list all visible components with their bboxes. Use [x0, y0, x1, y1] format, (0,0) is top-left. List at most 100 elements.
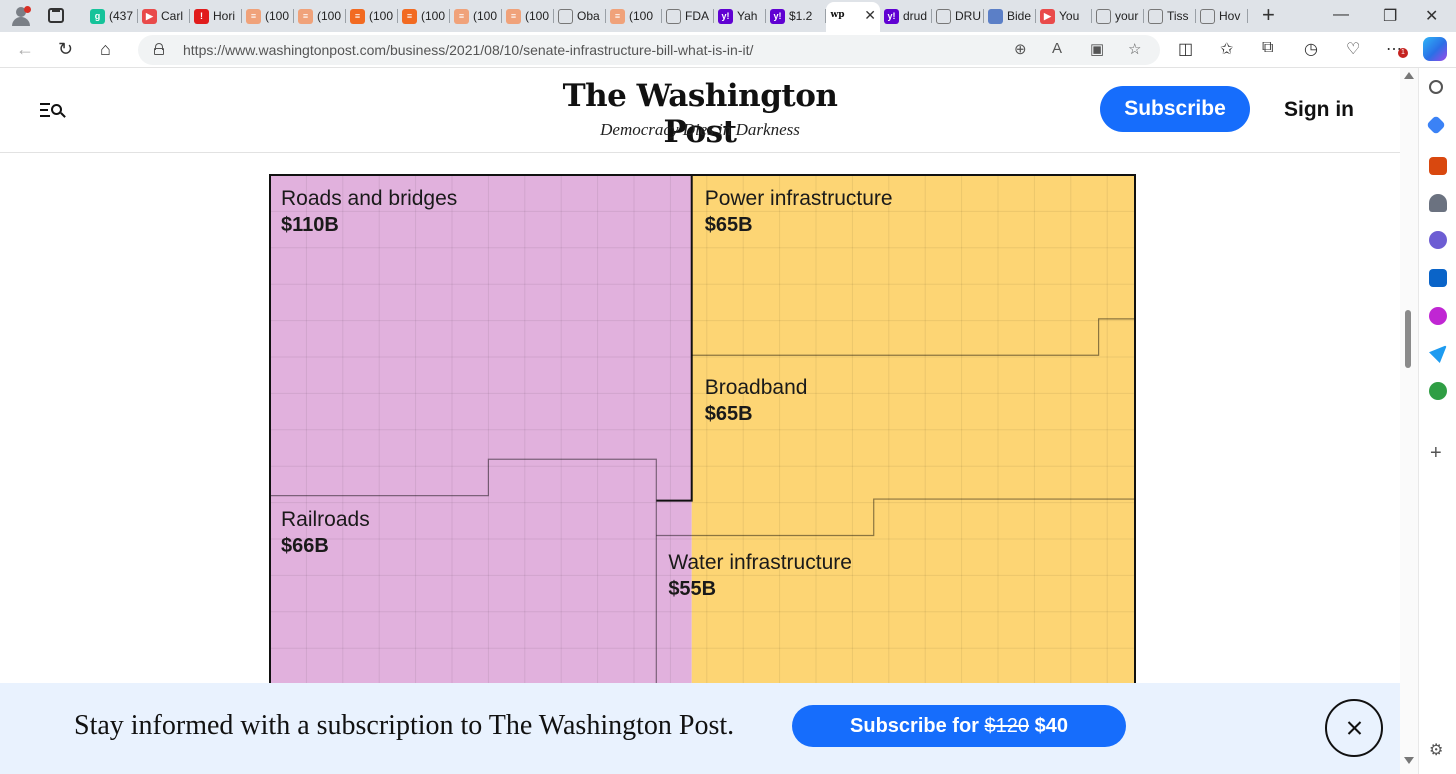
tab-separator: [345, 9, 346, 23]
tab-separator: [1247, 9, 1248, 23]
tab-separator: [397, 9, 398, 23]
refresh-icon[interactable]: ↻: [58, 39, 74, 59]
treemap-chart: [269, 174, 1136, 689]
favorite-star-icon[interactable]: ☆: [1128, 41, 1142, 58]
sidebar-games-icon[interactable]: [1429, 194, 1447, 212]
scroll-up-arrow[interactable]: [1404, 72, 1414, 79]
browser-tab[interactable]: DRU: [932, 3, 984, 29]
new-tab-button[interactable]: +: [1262, 2, 1275, 27]
browser-tab[interactable]: your: [1092, 3, 1144, 29]
browser-tab[interactable]: g (437: [86, 3, 138, 29]
restore-icon[interactable]: ❐: [1383, 8, 1398, 25]
tab-label: Yah: [737, 9, 758, 23]
browser-tab[interactable]: Oba: [554, 3, 606, 29]
browser-tab[interactable]: FDA: [662, 3, 714, 29]
group-background: [691, 175, 1135, 688]
browser-tab[interactable]: ▶ Carl: [138, 3, 190, 29]
scroll-down-arrow[interactable]: [1404, 757, 1414, 764]
browser-tab[interactable]: ≡ (100: [346, 3, 398, 29]
new-price: $40: [1029, 715, 1068, 737]
tab-separator: [241, 9, 242, 23]
tab-label: (100: [421, 9, 446, 23]
browser-tab[interactable]: ≡ (100: [606, 3, 662, 29]
tab-label: (100: [265, 9, 290, 23]
subscribe-button[interactable]: Subscribe: [1100, 86, 1250, 132]
tab-label: FDA: [685, 9, 709, 23]
search-icon: [558, 9, 573, 24]
tab-separator: [1091, 9, 1092, 23]
address-bar[interactable]: https://www.washingtonpost.com/business/…: [138, 35, 1160, 65]
collections-icon[interactable]: ⧉: [1262, 39, 1274, 56]
read-aloud-icon[interactable]: A: [1052, 40, 1063, 57]
back-icon[interactable]: ←: [16, 39, 34, 59]
browser-tab[interactable]: ▶ You: [1036, 3, 1092, 29]
sidebar-copilot-icon[interactable]: [1429, 231, 1447, 249]
browser-tab[interactable]: Bide: [984, 3, 1036, 29]
youtube-icon: ▶: [1040, 9, 1055, 24]
treemap-cell-value: $65B: [704, 214, 753, 236]
browser-tab[interactable]: ≡ (100: [398, 3, 450, 29]
page-scrollbar[interactable]: [1400, 68, 1418, 774]
browser-tab[interactable]: y! drud: [880, 3, 932, 29]
browser-tab[interactable]: ≡ (100: [294, 3, 346, 29]
tab-label: Carl: [161, 9, 184, 23]
sidebar-settings-icon[interactable]: ⚙: [1429, 742, 1444, 759]
browser-essentials-icon[interactable]: ♡: [1346, 41, 1361, 58]
sidebar-tag-icon[interactable]: [1426, 115, 1446, 135]
browser-tab[interactable]: ≡ (100: [502, 3, 554, 29]
tab-label: Oba: [577, 9, 600, 23]
sidebar-toolbox-icon[interactable]: [1429, 157, 1447, 175]
treemap-cell-name: Water infrastructure: [668, 551, 852, 575]
sidebar-add-icon[interactable]: +: [1430, 442, 1442, 464]
tab-separator: [605, 9, 606, 23]
sign-in-link[interactable]: Sign in: [1284, 98, 1354, 121]
browser-tab[interactable]: ≡ (100: [450, 3, 502, 29]
history-icon[interactable]: ◷: [1304, 41, 1318, 58]
substack-icon: ≡: [350, 9, 365, 24]
profile-icon[interactable]: [10, 6, 32, 26]
banner-subscribe-button[interactable]: Subscribe for $120 $40: [792, 705, 1126, 747]
page-viewport: The Washington Post Democracy Dies in Da…: [0, 68, 1400, 774]
sidebar-send-icon[interactable]: [1429, 345, 1447, 363]
tab-separator: [137, 9, 138, 23]
favorites-icon[interactable]: ✩: [1220, 41, 1234, 58]
browser-tab[interactable]: y! $1.2: [766, 3, 826, 29]
sidebar-search-icon[interactable]: [1429, 80, 1443, 94]
menu-search-icon[interactable]: [40, 100, 66, 120]
browser-tab[interactable]: y! Yah: [714, 3, 766, 29]
sidebar-tree-icon[interactable]: [1429, 382, 1447, 400]
tab-label: Hori: [213, 9, 236, 23]
immersive-reader-icon[interactable]: ▣: [1090, 41, 1105, 58]
tab-label: You: [1059, 9, 1080, 23]
browser-tab[interactable]: wp ✕: [826, 2, 880, 32]
tab-separator: [189, 9, 190, 23]
zoom-icon[interactable]: ⊕: [1014, 41, 1027, 58]
tab-separator: [1143, 9, 1144, 23]
browser-tab[interactable]: ≡ (100: [242, 3, 294, 29]
window-close-icon[interactable]: ✕: [1425, 8, 1439, 25]
minimize-icon[interactable]: —: [1333, 6, 1349, 23]
scroll-thumb[interactable]: [1405, 310, 1411, 368]
home-icon[interactable]: ⌂: [100, 39, 111, 59]
wapo-logo[interactable]: The Washington Post: [562, 78, 838, 150]
copilot-icon[interactable]: [1423, 37, 1447, 61]
yahoo-icon: y!: [884, 9, 899, 24]
substack-icon: ≡: [298, 9, 313, 24]
banner-close-button[interactable]: [1325, 699, 1383, 757]
tab-label: Tiss: [1167, 9, 1189, 23]
sidebar-designer-icon[interactable]: [1429, 307, 1447, 325]
split-screen-icon[interactable]: ◫: [1178, 41, 1194, 58]
cell-border: [691, 318, 1135, 356]
tab-separator: [765, 9, 766, 23]
substack-icon: ≡: [610, 9, 625, 24]
tab-separator: [553, 9, 554, 23]
lock-icon[interactable]: [154, 43, 164, 55]
browser-tab[interactable]: ! Hori: [190, 3, 242, 29]
url-text[interactable]: https://www.washingtonpost.com/business/…: [183, 42, 754, 58]
tab-actions-icon[interactable]: [48, 8, 64, 23]
sidebar-outlook-icon[interactable]: [1429, 269, 1447, 287]
browser-tab[interactable]: Hov: [1196, 3, 1248, 29]
tab-close-icon[interactable]: ✕: [864, 7, 876, 23]
browser-tab[interactable]: Tiss: [1144, 3, 1196, 29]
group-border: [656, 175, 693, 502]
